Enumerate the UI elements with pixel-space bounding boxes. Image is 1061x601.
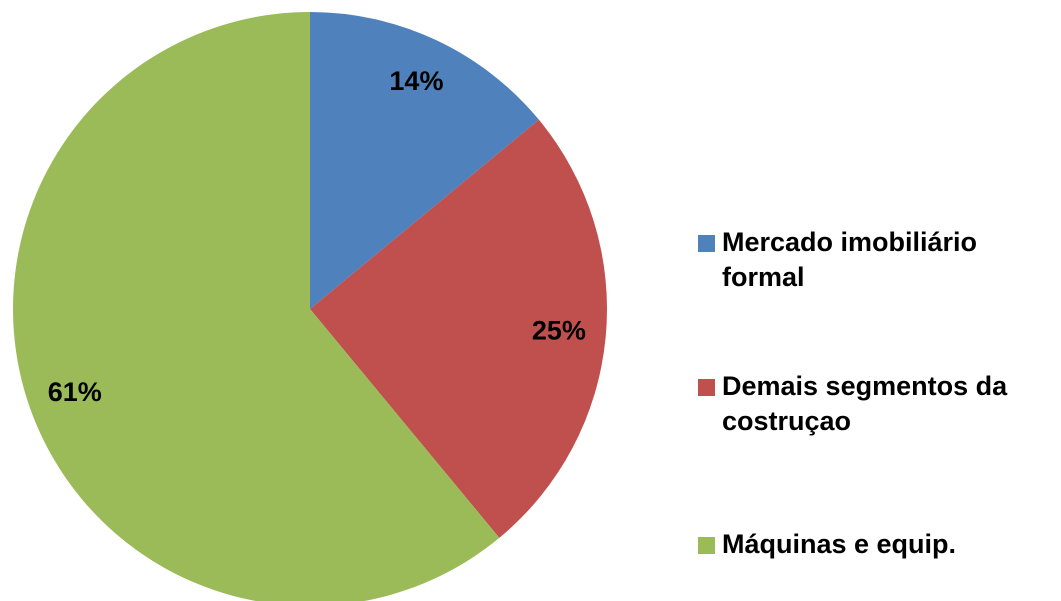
data-label: 25% xyxy=(532,316,586,346)
legend-label: Mercado imobiliário formal xyxy=(722,227,978,292)
pie-slice xyxy=(310,119,607,538)
legend-item: Mercado imobiliário formal xyxy=(698,225,1058,295)
legend-swatch xyxy=(698,379,715,396)
data-label: 14% xyxy=(389,66,443,96)
legend-label: Demais segmentos da costruçao xyxy=(722,371,1008,436)
legend-swatch xyxy=(698,537,715,554)
legend-swatch xyxy=(698,235,715,252)
legend-label: Máquinas e equip. xyxy=(722,529,957,559)
legend-item: Máquinas e equip. xyxy=(698,527,1058,562)
data-label: 61% xyxy=(48,377,102,407)
pie-slice xyxy=(310,12,539,309)
pie-slice xyxy=(13,12,500,601)
legend-item: Demais segmentos da costruçao xyxy=(698,369,1058,439)
